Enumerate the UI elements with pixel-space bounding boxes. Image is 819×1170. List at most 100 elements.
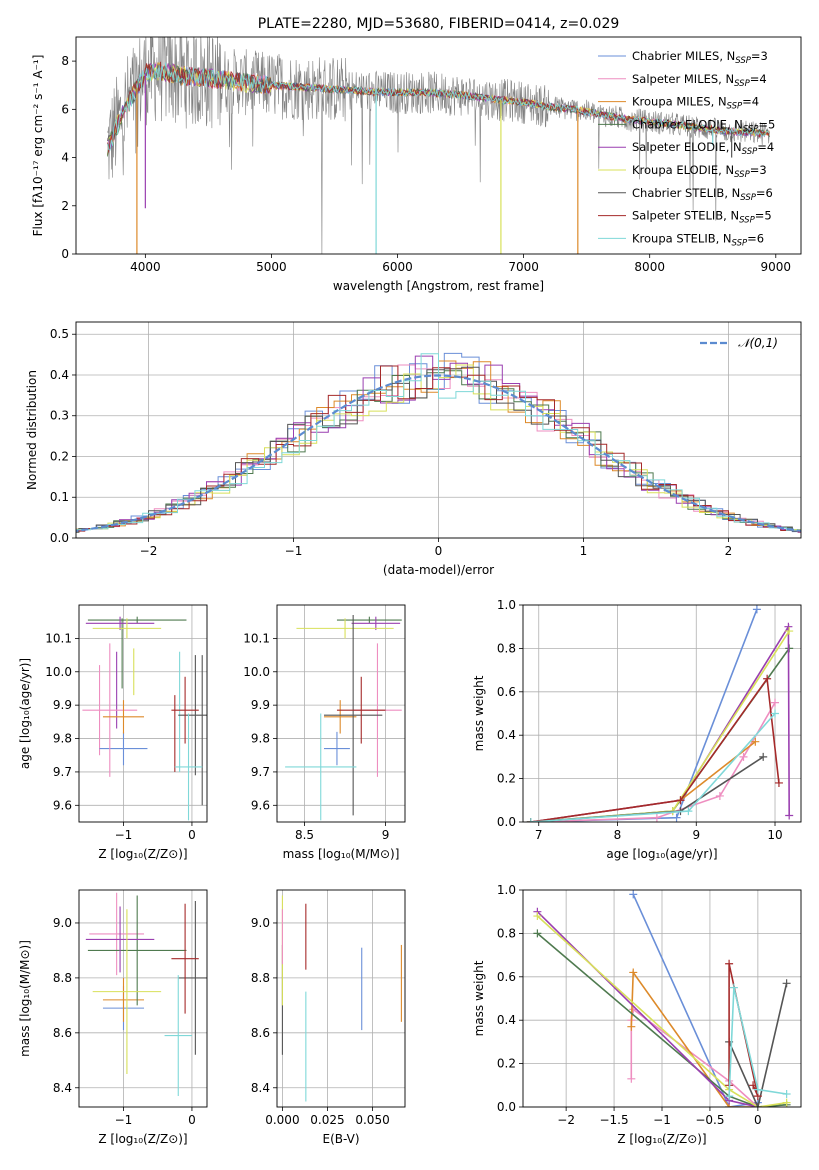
- legend-label-suffix: =3: [750, 163, 767, 177]
- histogram-kroupa-stelib: [76, 353, 801, 531]
- weight-line-kroupa-elodie: [530, 630, 790, 822]
- y-tick-label: 8.8: [251, 971, 270, 985]
- y-axis-label: age [log₁₀(age/yr)]: [18, 658, 32, 769]
- axes-frame: [75, 321, 802, 539]
- y-tick-label: 9.8: [53, 732, 72, 746]
- weight-marker: [629, 890, 638, 899]
- axes-frame: [522, 889, 802, 1108]
- y-tick-label: 6: [61, 102, 69, 116]
- weight-marker: [782, 1089, 791, 1098]
- weight-marker: [627, 1074, 636, 1083]
- y-tick-label: 8.8: [53, 971, 72, 985]
- x-tick-label: 7000: [508, 260, 539, 274]
- x-tick-label: 6000: [382, 260, 413, 274]
- x-tick-label: 0: [188, 828, 196, 842]
- y-tick-label: 0: [61, 247, 69, 261]
- x-tick-label: 2: [725, 544, 733, 558]
- plot-area: [107, 37, 770, 254]
- y-tick-label: 9.6: [53, 798, 72, 812]
- panel-2: −1 0 9.6 9.7 9.8 9.9 10.0 10.1 Z [log₁₀(Z/Z⊙)] ag…: [18, 604, 208, 861]
- weight-marker: [725, 959, 734, 968]
- histogram-kroupa-elodie: [76, 364, 801, 530]
- legend-label: Kroupa MILES, NSSP=4: [632, 95, 759, 112]
- normal-curve: [76, 374, 801, 533]
- y-tick-label: 0.6: [497, 685, 516, 699]
- weight-line-chabrier-miles: [632, 893, 759, 1107]
- legend-label-suffix: =4: [757, 140, 774, 154]
- y-tick-label: 4: [61, 151, 69, 165]
- legend-label-name: Salpeter MILES, N: [632, 72, 734, 86]
- weight-marker: [629, 968, 638, 977]
- legend-label-sub: SSP: [732, 238, 748, 248]
- legend-label-suffix: =3: [751, 49, 768, 63]
- x-axis-label: Z [log₁₀(Z/Z⊙)]: [617, 1132, 706, 1146]
- x-tick-label: 9: [382, 828, 390, 842]
- weight-marker: [533, 929, 542, 938]
- legend-label-sub: SSP: [740, 193, 756, 203]
- x-axis-label: E(B-V): [322, 1132, 359, 1146]
- panel-7: −2 −1.5 −1 −0.5 0 0.0 0.2 0.4 0.6 0.8 1.0 Z [log₁₀(…: [472, 883, 802, 1146]
- weight-marker: [752, 605, 761, 614]
- axes-frame: [78, 604, 208, 823]
- weight-marker: [751, 737, 760, 746]
- legend-label-sub: SSP: [739, 216, 755, 226]
- x-tick-label: 8.5: [295, 828, 314, 842]
- legend-label-name: Kroupa ELODIE, N: [632, 163, 734, 177]
- x-tick-label: −1: [653, 1113, 671, 1127]
- histogram-salpeter-miles: [76, 364, 801, 532]
- plot-area: [82, 616, 207, 821]
- weight-marker: [782, 1098, 791, 1107]
- legend-label-suffix: =6: [756, 186, 773, 200]
- legend-label-name: Chabrier MILES, N: [632, 49, 735, 63]
- panel-1: −2 −1 0 1 2 0.0 0.1 0.2 0.3 0.4 0.5 (data-model)/er…: [25, 321, 802, 577]
- y-axis-label: Normed distribution: [25, 370, 39, 490]
- y-tick-label: 9.7: [53, 765, 72, 779]
- legend-label-sub: SSP: [742, 147, 758, 157]
- weight-marker: [771, 698, 780, 707]
- x-axis-label: Z [log₁₀(Z/Z⊙)]: [98, 847, 187, 861]
- panel-4: 7 8 9 10 0.0 0.2 0.4 0.6 0.8 1.0 age [log₁₀(age/yr…: [472, 598, 802, 861]
- panel-6: 0.000 0.025 0.050 8.4 8.6 8.8 9.0 E(B-V): [251, 889, 406, 1146]
- legend-label-name: Chabrier ELODIE, N: [632, 117, 743, 131]
- weight-marker: [759, 752, 768, 761]
- weight-line-salpeter-stelib: [530, 676, 780, 822]
- plot-area: [526, 605, 794, 822]
- y-axis-label: mass weight: [472, 960, 486, 1036]
- y-tick-label: 8: [61, 54, 69, 68]
- legend-label: Kroupa ELODIE, NSSP=3: [632, 163, 767, 180]
- weight-marker: [763, 674, 772, 683]
- weight-marker: [676, 796, 685, 805]
- weight-marker: [729, 983, 738, 992]
- plot-area: [285, 615, 402, 821]
- x-tick-label: 5000: [256, 260, 287, 274]
- x-tick-label: −1: [115, 828, 133, 842]
- y-tick-label: 0.8: [497, 641, 516, 655]
- weight-marker: [526, 818, 535, 822]
- y-tick-label: 0.1: [50, 490, 69, 504]
- panel-3: 8.5 9 9.6 9.7 9.8 9.9 10.0 10.1 mass [log₁₀(M/M⊙…: [243, 604, 406, 861]
- legend-label: Salpeter STELIB, NSSP=5: [632, 209, 772, 226]
- legend-label-sub: SSP: [743, 124, 759, 134]
- axes-frame: [75, 36, 802, 255]
- y-tick-label: 0.5: [50, 327, 69, 341]
- legend-label-suffix: =5: [758, 117, 775, 131]
- weight-marker: [785, 627, 794, 636]
- y-tick-label: 9.9: [53, 698, 72, 712]
- weight-line-chabrier-elodie: [536, 932, 787, 1107]
- plot-area: [76, 352, 801, 533]
- weight-line-kroupa-stelib: [728, 987, 787, 1097]
- y-tick-label: 0.0: [497, 815, 516, 829]
- legend-label: Chabrier ELODIE, NSSP=5: [632, 117, 775, 134]
- x-tick-label: 4000: [130, 260, 161, 274]
- legend-label-sub: SSP: [734, 79, 750, 89]
- legend-label-name: Kroupa MILES, N: [632, 95, 727, 109]
- legend-label-sub: SSP: [734, 170, 750, 180]
- weight-marker: [739, 752, 748, 761]
- y-tick-label: 8.4: [251, 1081, 270, 1095]
- legend-label-suffix: =4: [742, 95, 759, 109]
- weight-marker: [715, 791, 724, 800]
- x-axis-label: (data-model)/error: [383, 563, 494, 577]
- x-tick-label: 8: [614, 828, 622, 842]
- x-tick-label: 7: [535, 828, 543, 842]
